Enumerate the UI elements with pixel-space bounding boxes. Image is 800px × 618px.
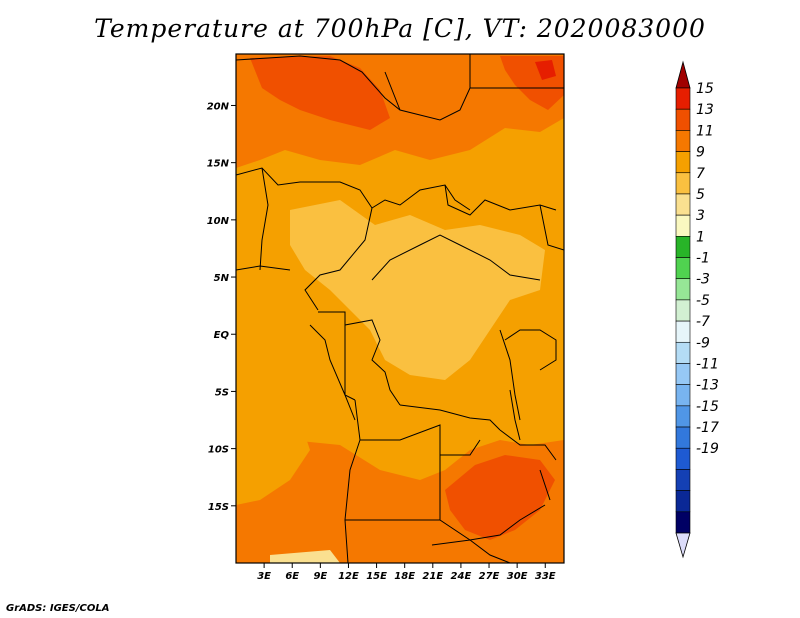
border-car bbox=[371, 234, 541, 281]
colorbar-box bbox=[675, 469, 691, 491]
map-frame bbox=[235, 53, 565, 564]
colorbar-label: -1 bbox=[696, 251, 710, 267]
chart-title: Temperature at 700hPa [C], VT: 202008300… bbox=[94, 14, 706, 43]
border-drc-east bbox=[499, 329, 521, 421]
colorbar-label: -19 bbox=[696, 441, 719, 457]
colorbar-box bbox=[675, 257, 691, 280]
field-patch-15-a bbox=[535, 60, 556, 80]
colorbar-box bbox=[675, 426, 691, 449]
colorbar-box bbox=[675, 193, 691, 216]
colorbar-label: -5 bbox=[696, 293, 710, 309]
border-angola-west bbox=[344, 399, 361, 563]
border-angola-zambia bbox=[360, 424, 481, 456]
border-nigeria-cameroon bbox=[304, 207, 373, 311]
y-tick-label: 10N bbox=[207, 216, 230, 227]
colorbar-box bbox=[675, 214, 691, 237]
y-tick-label: 15N bbox=[207, 159, 230, 170]
coast-gulf-guinea bbox=[236, 265, 291, 271]
x-tick-label: 12E bbox=[338, 571, 359, 582]
y-tick-label: EQ bbox=[214, 330, 230, 341]
colorbar-box bbox=[675, 447, 691, 470]
colorbar-box bbox=[675, 236, 691, 258]
colorbar-box bbox=[675, 151, 691, 174]
colorbar-box bbox=[675, 130, 691, 152]
border-south bbox=[431, 539, 511, 563]
colorbar-box bbox=[675, 511, 691, 534]
border-north bbox=[236, 54, 471, 121]
colorbar-label: -7 bbox=[696, 314, 710, 330]
colorbar-label: 15 bbox=[696, 81, 714, 97]
y-axis: 20N 15N 10N 5N EQ 5S 10S 15S bbox=[207, 101, 236, 513]
colorbar-label: -9 bbox=[696, 335, 710, 351]
x-tick-label: 21E bbox=[422, 571, 443, 582]
x-tick-label: 33E bbox=[535, 571, 556, 582]
x-tick-label: 6E bbox=[285, 571, 299, 582]
field-sw-5-7 bbox=[270, 550, 340, 563]
x-tick-label: 24E bbox=[451, 571, 472, 582]
colorbar-cap-bottom bbox=[675, 532, 691, 559]
colorbar-label: -15 bbox=[696, 399, 719, 415]
y-tick-label: 15S bbox=[208, 502, 229, 513]
colorbar-box bbox=[675, 299, 691, 322]
coast-west-central bbox=[309, 324, 356, 421]
colorbar-box bbox=[675, 363, 691, 385]
colorbar-label: -11 bbox=[696, 356, 719, 372]
colorbar-box bbox=[675, 490, 691, 513]
grads-credit: GrADS: IGES/COLA bbox=[6, 603, 110, 614]
x-tick-label: 15E bbox=[366, 571, 387, 582]
colorbar-label: -17 bbox=[696, 420, 719, 436]
border-tanzania bbox=[499, 429, 557, 461]
y-tick-label: 10S bbox=[208, 445, 229, 456]
field-sw-9-11 bbox=[236, 405, 310, 505]
border-gabon bbox=[344, 312, 356, 401]
x-tick-label: 9E bbox=[313, 571, 327, 582]
colorbar: 15 13 11 9 7 5 3 1 -1 -3 -5 -7 -9 -11 -13 -15 -17 -19 bbox=[675, 60, 719, 559]
lake-malawi bbox=[539, 469, 551, 501]
field-cool-5-7 bbox=[290, 200, 545, 380]
colorbar-box bbox=[675, 320, 691, 343]
colorbar-box bbox=[675, 405, 691, 428]
x-tick-label: 30E bbox=[507, 571, 528, 582]
colorbar-box bbox=[675, 278, 691, 301]
field-zambia-13-15 bbox=[445, 455, 555, 540]
y-tick-label: 5S bbox=[215, 387, 229, 398]
colorbar-box bbox=[675, 108, 691, 131]
colorbar-label: 5 bbox=[696, 187, 705, 203]
temperature-field bbox=[236, 54, 564, 563]
y-tick-label: 5N bbox=[214, 273, 230, 284]
field-patch-13-15-a bbox=[250, 56, 390, 130]
colorbar-label: 9 bbox=[696, 145, 705, 161]
colorbar-box bbox=[675, 87, 691, 110]
border-benin bbox=[259, 167, 269, 271]
colorbar-label: 13 bbox=[696, 102, 714, 118]
colorbar-label: -3 bbox=[696, 272, 710, 288]
x-axis: 3E 6E 9E 12E 15E 18E 21E 24E 27E 30E 33E bbox=[257, 563, 556, 582]
x-tick-label: 3E bbox=[257, 571, 271, 582]
colorbar-label: 11 bbox=[696, 123, 714, 139]
colorbar-cap-top bbox=[675, 60, 691, 89]
colorbar-box bbox=[675, 384, 691, 407]
border-niger-libya bbox=[384, 71, 401, 111]
lake-victoria bbox=[504, 329, 557, 371]
colorbar-label: 7 bbox=[696, 166, 705, 182]
colorbar-box bbox=[675, 341, 691, 364]
lake-tanganyika bbox=[509, 389, 521, 441]
country-borders bbox=[236, 54, 564, 563]
colorbar-label: 3 bbox=[696, 208, 705, 224]
colorbar-label: -13 bbox=[696, 378, 719, 394]
colorbar-box bbox=[675, 172, 691, 195]
x-tick-label: 27E bbox=[479, 571, 500, 582]
colorbar-label: 1 bbox=[696, 229, 705, 245]
y-tick-label: 20N bbox=[207, 101, 230, 112]
border-zambia-south bbox=[439, 455, 546, 541]
x-tick-label: 18E bbox=[394, 571, 415, 582]
border-drc-south bbox=[399, 404, 501, 431]
border-sudan-south bbox=[539, 204, 564, 251]
